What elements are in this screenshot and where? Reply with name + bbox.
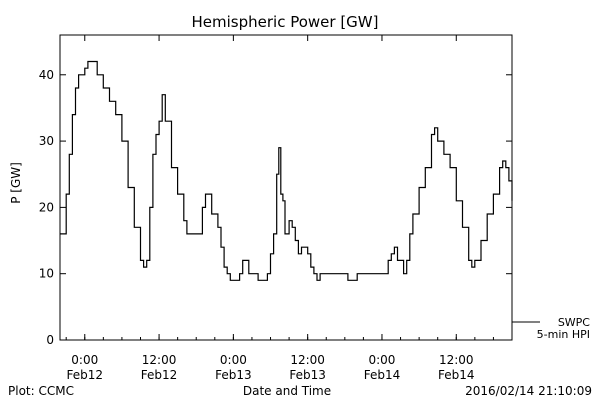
x-tick-time-label: 12:00 bbox=[142, 353, 177, 367]
plot-credit: Plot: CCMC bbox=[8, 384, 74, 398]
legend-label-hpi: 5-min HPI bbox=[537, 328, 590, 341]
data-series bbox=[60, 60, 513, 281]
x-axis-label: Date and Time bbox=[243, 384, 331, 398]
x-tick-date-label: Feb14 bbox=[438, 368, 475, 382]
x-tick-time-label: 12:00 bbox=[439, 353, 474, 367]
x-tick-date-label: Feb13 bbox=[215, 368, 252, 382]
legend: SWPC 5-min HPI bbox=[512, 316, 590, 341]
x-tick-date-label: Feb14 bbox=[364, 368, 401, 382]
y-axis-label: P [GW] bbox=[9, 162, 23, 204]
x-tick-time-label: 0:00 bbox=[368, 353, 395, 367]
axis-ticks: 0102030400:00Feb1212:00Feb120:00Feb1312:… bbox=[39, 35, 512, 382]
y-tick-label: 10 bbox=[39, 267, 54, 281]
series-line-swpc bbox=[60, 60, 513, 281]
x-tick-date-label: Feb12 bbox=[141, 368, 178, 382]
chart-title: Hemispheric Power [GW] bbox=[192, 13, 379, 31]
x-tick-time-label: 0:00 bbox=[71, 353, 98, 367]
y-tick-label: 0 bbox=[46, 333, 54, 347]
y-tick-label: 40 bbox=[39, 68, 54, 82]
x-tick-date-label: Feb12 bbox=[67, 368, 104, 382]
plot-timestamp: 2016/02/14 21:10:09 bbox=[465, 384, 592, 398]
x-tick-time-label: 0:00 bbox=[220, 353, 247, 367]
legend-label-swpc: SWPC bbox=[558, 316, 590, 329]
x-tick-date-label: Feb13 bbox=[289, 368, 326, 382]
x-tick-time-label: 12:00 bbox=[290, 353, 325, 367]
y-tick-label: 30 bbox=[39, 134, 54, 148]
y-tick-label: 20 bbox=[39, 200, 54, 214]
